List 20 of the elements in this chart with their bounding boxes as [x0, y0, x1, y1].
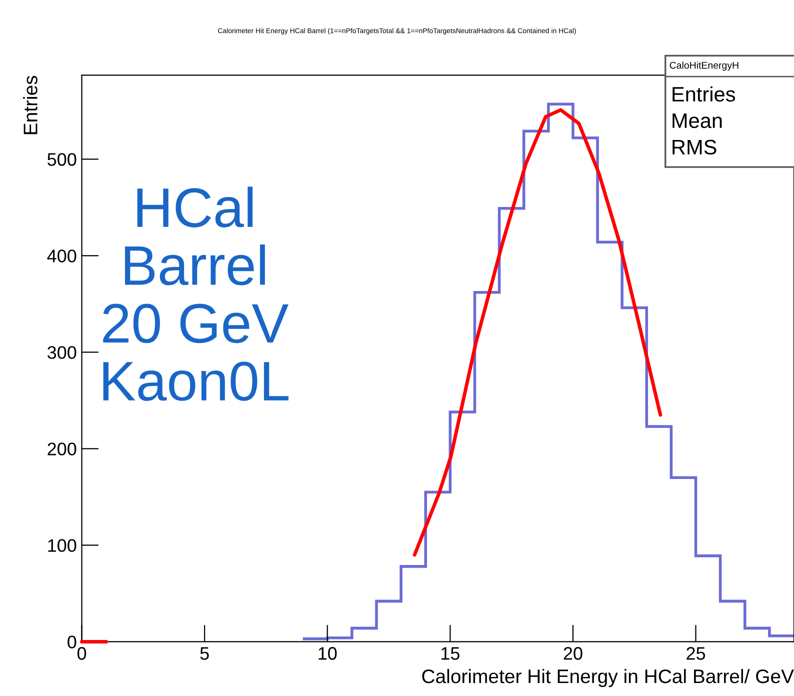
- line-series: [412, 108, 662, 557]
- x-axis-title: Calorimeter Hit Energy in HCal Barrel/ GeV: [422, 668, 794, 688]
- x-tick-label: 20: [564, 647, 582, 660]
- x-tick-label: 15: [442, 647, 460, 660]
- y-tick-label: 400: [47, 250, 76, 262]
- text: CaloHitEnergyH: [670, 62, 738, 71]
- x-tick-label: 10: [318, 647, 337, 660]
- annotation: Mean: [672, 114, 722, 128]
- y-axis-title: Entries: [23, 76, 38, 134]
- y-tick-label: 100: [48, 539, 76, 552]
- x-tick-label: 0: [77, 647, 86, 660]
- annotation: RMS: [672, 140, 716, 155]
- y-tick-label: 500: [48, 153, 76, 166]
- x-tick-label: 5: [200, 647, 209, 660]
- y-tick-label: 300: [47, 346, 76, 359]
- annotation: Entries: [672, 86, 736, 102]
- y-tick-label: 0: [68, 636, 76, 648]
- x-tick-label: 25: [686, 647, 706, 660]
- y-tick-label: 200: [48, 442, 76, 456]
- annotation: HCal Barrel 20 GeV Kaon0L: [103, 186, 288, 401]
